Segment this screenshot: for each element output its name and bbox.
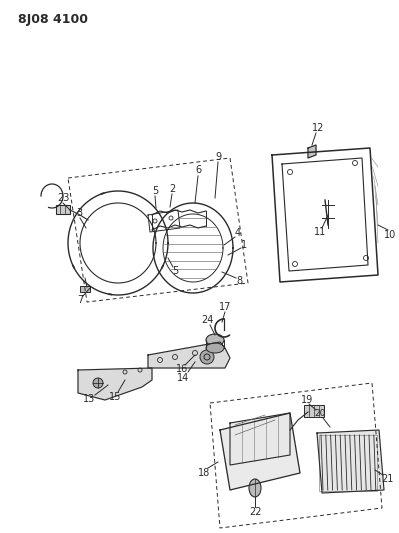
Text: 24: 24 <box>201 315 213 325</box>
Text: 1: 1 <box>241 240 247 250</box>
Circle shape <box>93 378 103 388</box>
Text: 11: 11 <box>314 227 326 237</box>
Ellipse shape <box>206 334 224 346</box>
Text: 9: 9 <box>215 152 221 162</box>
Text: 8J08 4100: 8J08 4100 <box>18 13 88 27</box>
Text: 3: 3 <box>76 208 82 218</box>
Text: 5: 5 <box>152 186 158 196</box>
Text: 7: 7 <box>77 295 83 305</box>
Text: 6: 6 <box>195 165 201 175</box>
Text: 20: 20 <box>314 408 326 417</box>
Text: 13: 13 <box>83 394 95 404</box>
Polygon shape <box>230 413 290 465</box>
Text: 17: 17 <box>219 302 231 312</box>
Text: 4: 4 <box>235 228 241 238</box>
Bar <box>319 435 377 491</box>
Text: 10: 10 <box>384 230 396 240</box>
Text: 2: 2 <box>169 184 175 194</box>
Text: 5: 5 <box>172 266 178 276</box>
Ellipse shape <box>249 479 261 497</box>
Text: 23: 23 <box>57 193 69 203</box>
Polygon shape <box>148 342 230 368</box>
Polygon shape <box>220 413 300 490</box>
Text: 19: 19 <box>301 395 313 405</box>
Bar <box>56 205 70 214</box>
Text: 18: 18 <box>198 468 210 478</box>
Polygon shape <box>308 145 316 158</box>
Polygon shape <box>317 430 384 493</box>
Text: 15: 15 <box>109 392 121 402</box>
Text: 12: 12 <box>312 123 324 133</box>
Circle shape <box>200 350 214 364</box>
Bar <box>304 405 324 417</box>
Ellipse shape <box>206 343 224 353</box>
Text: 8: 8 <box>236 276 242 286</box>
Text: 16: 16 <box>176 364 188 374</box>
Text: 21: 21 <box>381 474 393 484</box>
Text: 22: 22 <box>249 507 261 517</box>
Bar <box>80 286 90 292</box>
Polygon shape <box>78 368 152 400</box>
Text: 14: 14 <box>177 373 189 383</box>
